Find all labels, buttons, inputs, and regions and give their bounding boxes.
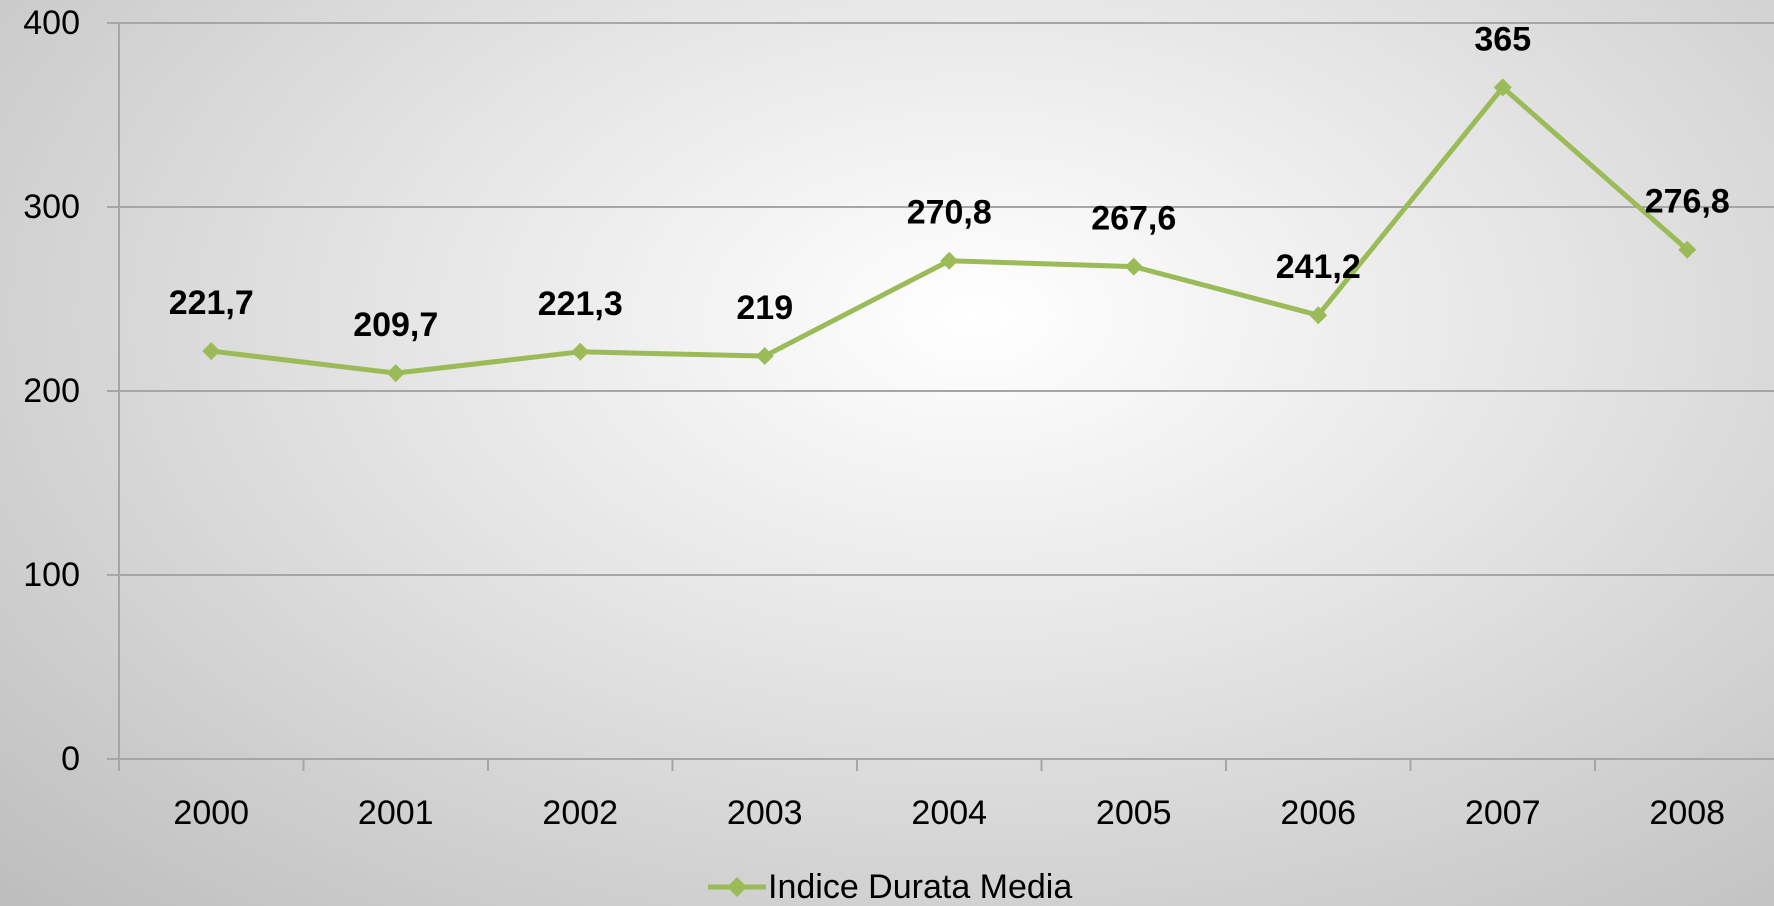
data-label: 267,6 [1091,200,1176,238]
marker [202,342,221,361]
marker [386,364,405,383]
x-tick-label: 2002 [542,794,618,832]
legend: Indice Durata Media [708,868,1072,906]
x-tick-label: 2008 [1649,794,1725,832]
data-label: 241,2 [1276,248,1361,286]
x-tick-label: 2003 [727,794,803,832]
data-label: 219 [736,289,793,327]
data-label: 276,8 [1645,183,1730,221]
data-label: 221,7 [169,284,254,322]
marker [1493,78,1512,97]
y-tick-label: 300 [23,188,80,226]
x-tick-label: 2001 [358,794,434,832]
legend-marker [727,877,747,897]
legend-label: Indice Durata Media [768,868,1072,906]
x-tick-label: 2004 [911,794,987,832]
data-label: 221,3 [538,285,623,323]
marker [755,347,774,366]
data-label: 365 [1474,20,1531,58]
x-tick-label: 2006 [1280,794,1356,832]
y-tick-label: 100 [23,556,80,594]
x-tick-label: 2005 [1096,794,1172,832]
data-label: 209,7 [353,306,438,344]
marker [940,251,959,270]
marker [1678,240,1697,259]
data-label: 270,8 [907,194,992,232]
x-tick-label: 2000 [173,794,249,832]
y-tick-label: 400 [23,4,80,42]
marker [1309,306,1328,325]
marker [1124,257,1143,276]
marker [571,342,590,361]
y-tick-label: 200 [23,372,80,410]
x-tick-label: 2007 [1465,794,1541,832]
y-tick-label: 0 [61,740,80,778]
